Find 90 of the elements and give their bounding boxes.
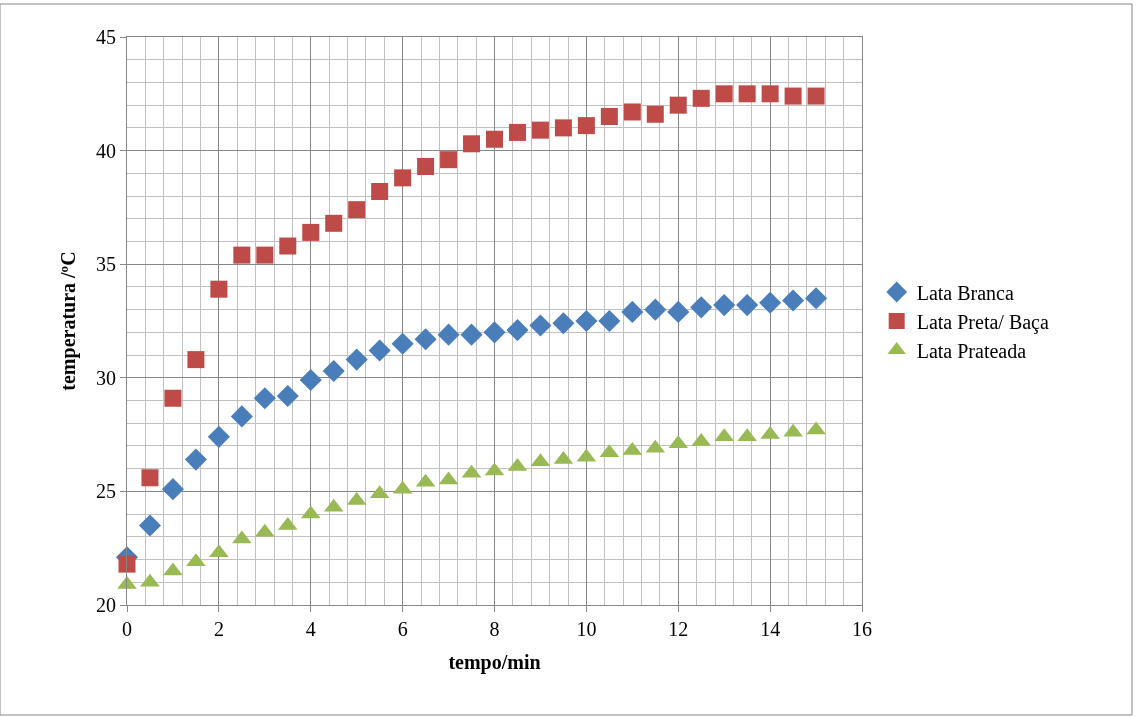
point	[692, 89, 710, 107]
y-tick-label: 25	[96, 480, 116, 503]
x-tick-label: 12	[668, 618, 689, 640]
y-tick-label: 40	[96, 139, 116, 162]
point	[371, 183, 389, 200]
point	[783, 423, 803, 437]
point	[782, 289, 805, 312]
point	[805, 287, 828, 310]
y-tick-label: 20	[96, 594, 116, 616]
y-axis-title: temperatura /ºC	[56, 251, 80, 391]
point	[437, 323, 460, 346]
point	[463, 135, 481, 153]
point	[761, 85, 779, 103]
point	[738, 85, 756, 103]
point	[414, 328, 437, 351]
y-tick-label: 35	[96, 253, 116, 276]
x-tick-label: 10	[576, 618, 597, 640]
point	[207, 425, 230, 448]
point	[256, 246, 274, 264]
point	[552, 312, 575, 335]
point	[255, 523, 275, 537]
point	[186, 553, 206, 567]
point	[210, 280, 228, 298]
point	[759, 291, 782, 314]
point	[575, 309, 598, 333]
legend-label: Lata Preta/ Baça	[916, 310, 1049, 334]
point	[577, 117, 595, 135]
point	[232, 530, 252, 544]
point	[714, 428, 734, 442]
x-tick-label: 6	[397, 618, 408, 640]
point	[554, 119, 572, 137]
point	[118, 555, 136, 573]
point	[690, 296, 713, 319]
point	[508, 123, 526, 141]
x-tick-label: 2	[213, 618, 224, 640]
point	[276, 384, 299, 408]
point	[667, 300, 690, 323]
y-tick-label: 45	[96, 26, 116, 48]
point	[644, 298, 667, 321]
point	[529, 314, 552, 337]
point	[322, 359, 345, 383]
x-tick-label: 8	[489, 618, 500, 640]
point	[600, 108, 618, 126]
point	[391, 332, 414, 355]
point	[460, 323, 483, 346]
point	[140, 573, 160, 587]
point	[623, 103, 641, 121]
x-tick-label: 16	[852, 618, 872, 640]
point	[807, 87, 825, 105]
point	[348, 201, 366, 219]
point	[736, 294, 759, 317]
point	[368, 339, 391, 362]
point	[163, 562, 183, 576]
point	[233, 246, 251, 264]
x-axis-title: tempo/min	[448, 650, 541, 674]
point	[394, 169, 412, 187]
point	[230, 405, 253, 428]
point	[440, 151, 458, 169]
point	[506, 319, 529, 342]
point	[279, 237, 297, 255]
point	[253, 387, 276, 410]
point	[486, 130, 503, 148]
legend-label: Lata Branca	[916, 281, 1014, 304]
x-tick-label: 14	[760, 618, 781, 640]
point	[715, 85, 733, 103]
point	[299, 369, 322, 392]
point	[417, 158, 435, 175]
legend-label: Lata Prateada	[916, 339, 1027, 362]
point	[164, 389, 182, 407]
point	[483, 321, 506, 344]
point	[325, 214, 343, 232]
x-tick-label: 4	[305, 618, 316, 640]
point	[161, 478, 184, 501]
point	[531, 121, 549, 139]
point	[713, 294, 736, 317]
point	[302, 223, 320, 241]
point	[784, 87, 802, 105]
point	[806, 421, 826, 435]
point	[345, 348, 368, 371]
point	[669, 96, 687, 114]
point	[737, 428, 757, 442]
point	[598, 309, 621, 333]
point	[621, 300, 644, 323]
x-tick-label: 0	[122, 618, 132, 640]
point	[187, 351, 205, 369]
point	[646, 105, 664, 123]
point	[138, 514, 162, 537]
y-tick-label: 30	[96, 366, 116, 389]
point	[184, 448, 207, 471]
point	[141, 469, 159, 487]
